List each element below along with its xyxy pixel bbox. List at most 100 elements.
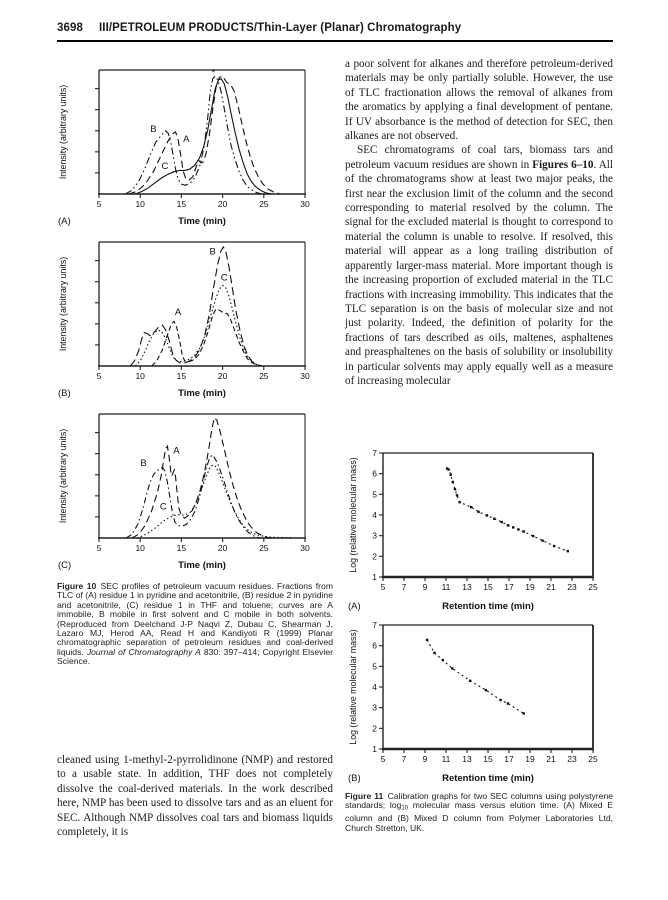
y-tick-label: 1 xyxy=(372,744,377,754)
y-axis-label: Log (relative molecular mass) xyxy=(348,629,358,744)
text-segment: Calibration graphs for two SEC columns u… xyxy=(345,791,613,811)
data-point xyxy=(451,480,455,484)
x-axis-label: Time (min) xyxy=(178,560,226,571)
data-point xyxy=(458,500,461,504)
data-point xyxy=(451,667,454,670)
data-point xyxy=(468,679,472,682)
right-body-paragraph-2: SEC chromatograms of coal tars, biomass … xyxy=(345,143,613,388)
data-point xyxy=(447,468,450,471)
text-segment: Figure 11 xyxy=(345,791,384,801)
data-point xyxy=(566,549,569,553)
x-tick-label: 25 xyxy=(259,199,269,209)
x-tick-label: 30 xyxy=(300,371,310,381)
y-axis-label: Intensity (arbitrary units) xyxy=(58,257,68,351)
data-point xyxy=(522,712,525,715)
curve-label: C xyxy=(161,161,168,172)
x-tick-label: 21 xyxy=(546,582,556,592)
data-point xyxy=(506,702,510,705)
right-body-paragraph-1: a poor solvent for alkanes and therefore… xyxy=(345,58,613,143)
x-tick-label: 15 xyxy=(483,582,493,592)
x-tick-label: 20 xyxy=(218,199,228,209)
x-tick-label: 30 xyxy=(300,543,310,553)
x-tick-label: 5 xyxy=(381,754,386,764)
x-axis-label: Retention time (min) xyxy=(442,601,534,612)
x-tick-label: 5 xyxy=(97,371,102,381)
x-tick-label: 20 xyxy=(218,543,228,553)
x-tick-label: 13 xyxy=(462,754,472,764)
data-point xyxy=(433,651,436,655)
y-tick-label: 3 xyxy=(372,531,377,541)
y-axis-label: Intensity (arbitrary units) xyxy=(58,429,68,523)
y-axis-label: Log (relative molecular mass) xyxy=(348,457,358,572)
text-segment: SEC profiles of petroleum vacuum residue… xyxy=(57,581,333,657)
series-C xyxy=(135,77,273,195)
figure10-panel-a-chart: 5 10 15 20 25 30 B A C * Time (min) (A) Intensity (a… xyxy=(57,62,333,233)
y-tick-label: 3 xyxy=(372,703,377,713)
figure11-panel-a-chart: 5 7 9 11 13 15 17 19 21 23 25 1 2 3 4 5 6 7 Retention time… xyxy=(347,445,613,618)
fig10b-svg: 5 10 15 20 25 30 B C A Time (min) (B) Intensity (ar… xyxy=(58,241,310,399)
figure10-panel-c-chart: 5 10 15 20 25 30 B A C Time (min) (C) Intensity (ar… xyxy=(57,406,333,577)
x-axis-label: Time (min) xyxy=(178,216,226,227)
x-tick-label: 25 xyxy=(588,582,598,592)
data-point xyxy=(552,544,556,548)
data-point xyxy=(500,520,503,524)
x-tick-label: 10 xyxy=(135,543,145,553)
text-segment: 10 xyxy=(401,805,409,812)
x-tick-label: 19 xyxy=(525,754,535,764)
x-tick-label: 10 xyxy=(135,371,145,381)
data-point xyxy=(506,524,510,527)
panel-label: (A) xyxy=(348,601,361,612)
x-tick-label: 20 xyxy=(218,371,228,381)
series-A xyxy=(131,416,273,539)
x-tick-label: 19 xyxy=(525,582,535,592)
x-tick-label: 15 xyxy=(483,754,493,764)
data-point xyxy=(441,658,445,662)
x-tick-label: 21 xyxy=(546,754,556,764)
series-calibration xyxy=(426,639,524,714)
series-A xyxy=(151,308,262,367)
data-point xyxy=(485,514,489,517)
data-point xyxy=(493,517,496,520)
x-tick-label: 15 xyxy=(177,199,187,209)
x-tick-label: 25 xyxy=(259,371,269,381)
series-calibration xyxy=(446,468,568,552)
fig10a-svg: 5 10 15 20 25 30 B A C * Time (min) (A) Intensity (a… xyxy=(58,68,310,227)
left-body-paragraph: cleaned using 1-methyl-2-pyrrolidinone (… xyxy=(57,754,333,839)
header-rule xyxy=(57,40,613,42)
y-tick-label: 4 xyxy=(372,682,377,692)
text-segment: Figure 10 xyxy=(57,581,97,591)
figure11-caption: Figure 11 Calibration graphs for two SEC… xyxy=(345,791,613,833)
text-segment: . All of the chromatograms show at least… xyxy=(345,158,613,387)
panel-label: (B) xyxy=(58,388,71,399)
data-point xyxy=(522,530,525,533)
data-point xyxy=(517,528,520,531)
y-tick-label: 5 xyxy=(372,661,377,671)
text-segment: molecular mass versus elution time. (A) … xyxy=(345,800,613,833)
page-header: 3698 III/PETROLEUM PRODUCTS/Thin-Layer (P… xyxy=(57,22,613,34)
right-column: a poor solvent for alkanes and therefore… xyxy=(345,57,613,832)
y-tick-label: 1 xyxy=(372,572,377,582)
x-tick-label: 11 xyxy=(442,754,451,764)
text-segment: Journal of Chromatography A xyxy=(86,646,201,657)
data-point xyxy=(499,698,502,702)
curve-label: B xyxy=(140,458,146,469)
y-tick-label: 2 xyxy=(372,723,377,733)
page-number: 3698 xyxy=(57,22,83,34)
fig10c-svg: 5 10 15 20 25 30 B A C Time (min) (C) Intensity (ar… xyxy=(58,413,310,571)
curve-label: A xyxy=(175,307,182,318)
curve-label: * xyxy=(212,68,216,79)
x-axis-label: Time (min) xyxy=(178,388,226,399)
text-segment: 830: 397–414; Copyright Elsevier Science… xyxy=(57,646,334,667)
x-tick-label: 5 xyxy=(97,543,102,553)
x-tick-label: 17 xyxy=(504,582,514,592)
x-tick-label: 11 xyxy=(442,582,451,592)
figure11-panel-b-chart: 5 7 9 11 13 15 17 19 21 23 25 1 2 3 4 5 6 7 Retention time… xyxy=(347,617,613,790)
figure10-caption: Figure 10 SEC profiles of petroleum vacu… xyxy=(57,581,334,667)
y-tick-label: 7 xyxy=(372,448,377,458)
curve-label: C xyxy=(160,501,167,512)
data-point xyxy=(453,487,457,491)
x-tick-label: 5 xyxy=(381,582,386,592)
